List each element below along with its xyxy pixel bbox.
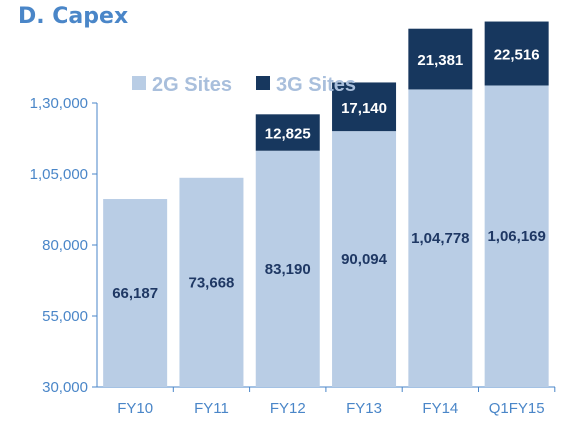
x-tick-label: Q1FY15 [489, 400, 545, 417]
bar-3g-sites [255, 114, 320, 151]
bar-2g-sites [103, 199, 168, 387]
data-label: 12,825 [265, 126, 311, 143]
chart-title: D. Capex [18, 4, 129, 29]
y-tick-label: 55,000 [42, 308, 88, 325]
data-label: 66,187 [112, 285, 158, 302]
legend-label: 2G Sites [152, 74, 232, 96]
bar-2g-sites [179, 177, 244, 387]
legend-swatch-2g [132, 76, 146, 90]
bar-3g-sites [484, 21, 549, 86]
data-label: 17,140 [341, 100, 387, 117]
y-tick-label: 30,000 [42, 379, 88, 396]
data-label: 1,06,169 [487, 228, 545, 245]
bar-2g-sites [484, 85, 549, 387]
data-label: 22,516 [494, 47, 540, 64]
bar-3g-sites [408, 28, 473, 90]
y-tick-label: 1,30,000 [30, 95, 88, 112]
x-tick-label: FY14 [422, 400, 458, 417]
data-label: 73,668 [189, 274, 235, 291]
y-tick-label: 1,05,000 [30, 166, 88, 183]
legend-label: 3G Sites [276, 74, 356, 96]
data-label: 90,094 [341, 251, 388, 268]
data-label: 21,381 [417, 52, 463, 69]
bar-3g-sites [332, 82, 397, 132]
bar-2g-sites [255, 150, 320, 387]
data-label: 83,190 [265, 261, 311, 278]
bar-2g-sites [332, 131, 397, 387]
x-tick-label: FY10 [117, 400, 153, 417]
x-tick-label: FY11 [194, 400, 229, 417]
bar-2g-sites [408, 89, 473, 387]
data-label: 1,04,778 [411, 230, 469, 247]
x-tick-label: FY12 [270, 400, 306, 417]
y-tick-label: 80,000 [42, 237, 88, 254]
x-tick-label: FY13 [346, 400, 382, 417]
legend-swatch-3g [256, 76, 270, 90]
